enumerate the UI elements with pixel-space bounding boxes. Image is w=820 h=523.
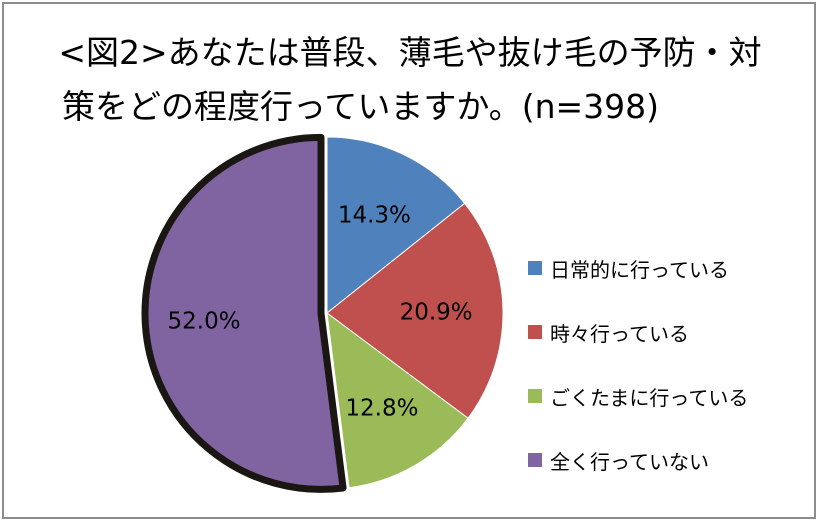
legend-swatch: [528, 261, 542, 275]
pie-slice: [326, 136, 466, 315]
pie-slice: [141, 133, 347, 493]
slice-data-label: 14.3%: [338, 203, 411, 229]
legend-item: ごくたまに行っている: [528, 364, 748, 428]
chart-title-line-2: 策をどの程度行っていますか。(n=398): [62, 87, 659, 126]
legend-swatch: [528, 389, 542, 403]
legend-label: ごくたまに行っている: [550, 385, 749, 410]
legend-label: 全く行っていない: [550, 449, 709, 474]
legend-item: 時々行っている: [528, 300, 748, 364]
slice-data-label: 20.9%: [400, 299, 473, 325]
legend-item: 全く行っていない: [528, 428, 748, 492]
legend-item: 日常的に行っている: [528, 236, 748, 300]
legend-label: 時々行っている: [550, 321, 689, 346]
legend-swatch: [528, 453, 542, 467]
slice-data-label: 52.0%: [168, 309, 241, 335]
legend-label: 日常的に行っている: [550, 257, 729, 282]
pie-slice: [326, 202, 504, 419]
pie-slice: [326, 311, 469, 489]
chart-title-line-1: <図2>あなたは普段、薄毛や抜け毛の予防・対: [58, 33, 762, 72]
legend-swatch: [528, 325, 542, 339]
legend: 日常的に行っている 時々行っている ごくたまに行っている 全く行っていない: [528, 236, 748, 492]
slice-data-label: 12.8%: [345, 395, 418, 421]
